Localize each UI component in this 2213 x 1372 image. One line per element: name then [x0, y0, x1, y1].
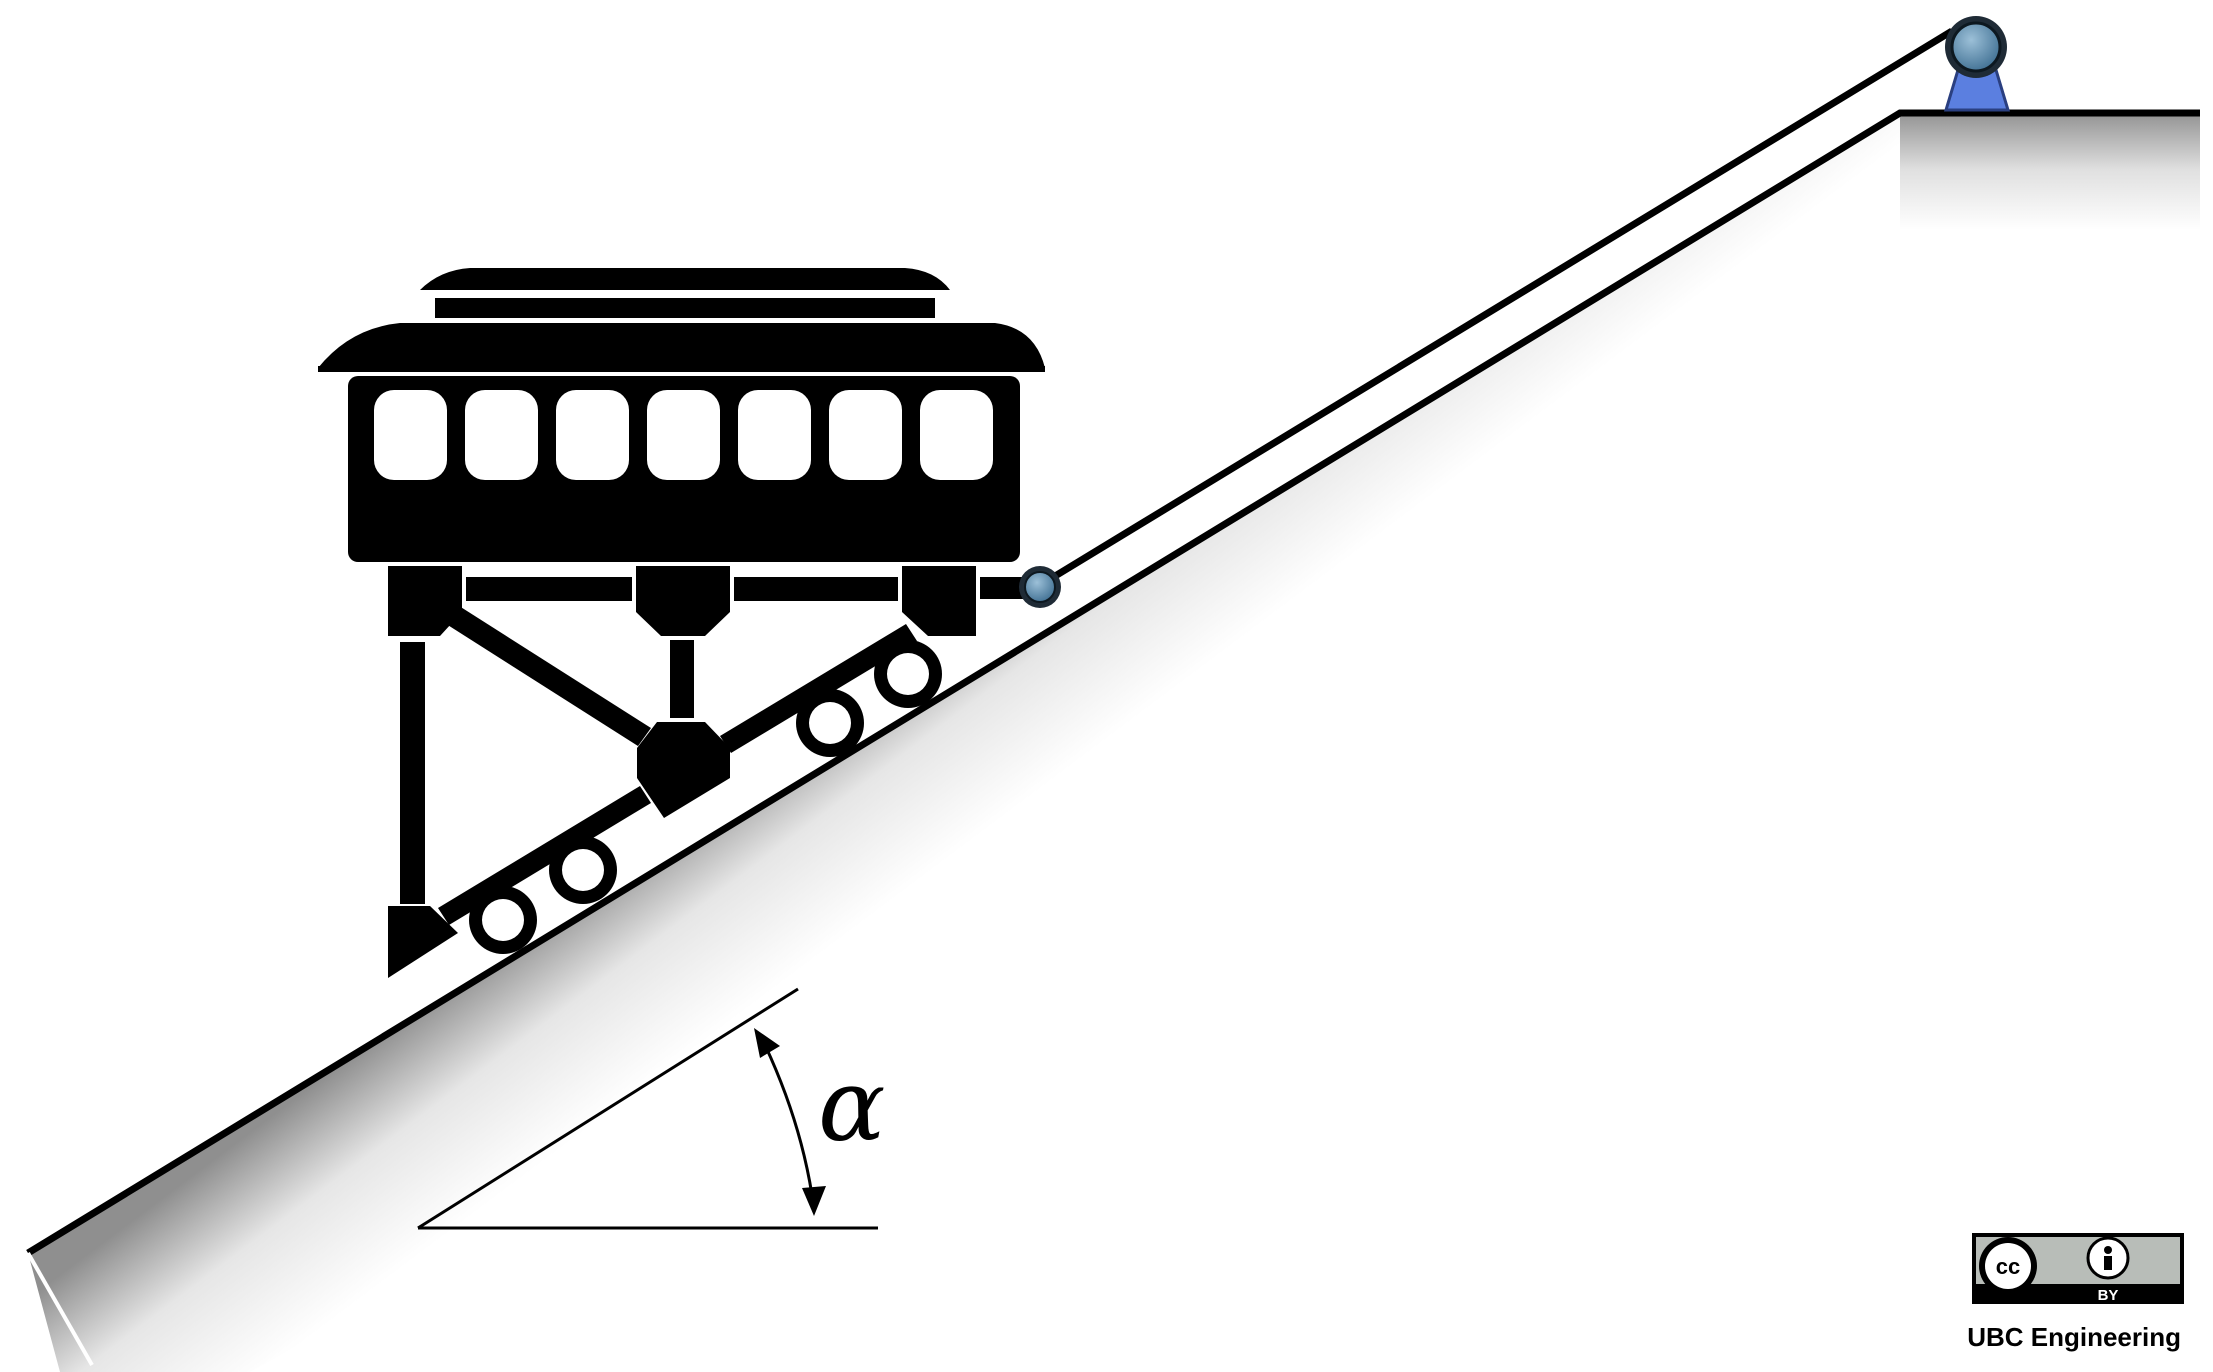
- chassis-top-beam: [734, 577, 898, 601]
- cc-label: cc: [1996, 1254, 2020, 1279]
- plateau-shading: [1900, 113, 2200, 253]
- cable-clamp: [1019, 566, 1061, 608]
- car-window: [556, 390, 629, 480]
- car-window: [465, 390, 538, 480]
- car-window: [829, 390, 902, 480]
- hill-base-edge: [26, 1252, 94, 1366]
- chassis-center-node: [637, 722, 730, 818]
- chassis-left-post: [400, 642, 425, 904]
- funicular-car: [318, 268, 1045, 562]
- car-window: [920, 390, 993, 480]
- arc-arrowhead-top: [754, 1028, 780, 1058]
- angle-alpha-label: α: [818, 1047, 886, 1164]
- angle-arc: [763, 1044, 814, 1196]
- car-window: [738, 390, 811, 480]
- ground-line: [26, 109, 2200, 1256]
- haul-cable: [1040, 28, 1954, 587]
- chassis-top-beam: [466, 577, 632, 601]
- chassis-joint-middle: [636, 566, 730, 636]
- car-roof-band: [435, 298, 935, 318]
- license-badge: cc BY: [1972, 1233, 2184, 1304]
- car-roof-top: [420, 268, 950, 290]
- slope-shading: [28, 113, 2200, 1372]
- chassis-foot: [388, 906, 458, 978]
- by-label: BY: [2098, 1287, 2119, 1304]
- hill: [26, 109, 2200, 1372]
- chassis-lower-rail: [720, 624, 917, 753]
- car-windows: [374, 390, 993, 480]
- car-roof: [318, 323, 1045, 368]
- chassis-middle-post: [670, 640, 694, 718]
- arc-arrowhead-bottom: [802, 1186, 826, 1216]
- chassis-joint-right: [902, 566, 976, 636]
- car-window: [647, 390, 720, 480]
- car-chassis: [388, 566, 1036, 978]
- angle-ref-incline: [417, 987, 799, 1230]
- credit-label: UBC Engineering: [1967, 1322, 2181, 1352]
- angle-indicator: α: [417, 987, 886, 1230]
- car-window: [374, 390, 447, 480]
- chassis-diagonal: [443, 604, 651, 746]
- chassis-joint-left: [388, 566, 462, 636]
- top-pulley: [1943, 16, 2011, 112]
- car-wheels: [469, 640, 942, 954]
